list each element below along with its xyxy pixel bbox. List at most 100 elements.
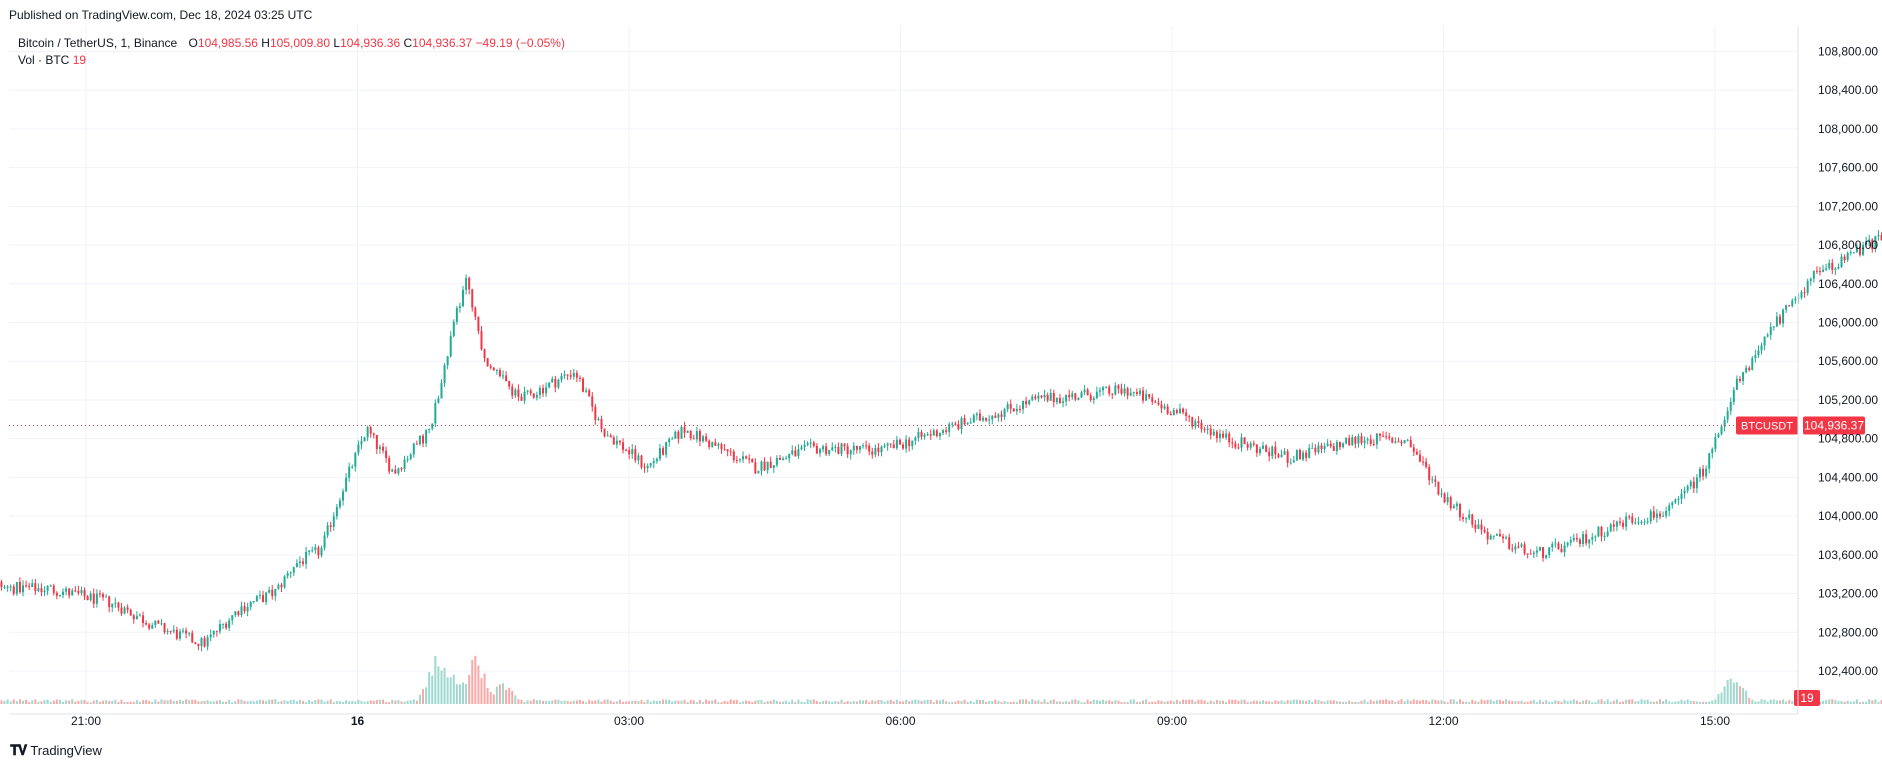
candle-body (83, 590, 86, 597)
volume-bar (1622, 701, 1625, 704)
candle-body (828, 450, 831, 454)
volume-bar (1714, 699, 1717, 704)
volume-bar (538, 700, 541, 704)
volume-bar (1009, 701, 1012, 704)
volume-bar (354, 701, 357, 704)
candlesticks (0, 230, 1882, 652)
candle-body (25, 585, 28, 587)
volume-bar (1508, 700, 1511, 704)
candle-body (1302, 452, 1305, 460)
volume-bar (1191, 699, 1194, 704)
low-label: L (333, 36, 341, 50)
volume-bar (1831, 699, 1834, 704)
volume-bar (1025, 699, 1028, 704)
symbol-title[interactable]: Bitcoin / TetherUS, 1, Binance (18, 36, 178, 50)
candle-body (1455, 503, 1458, 507)
volume-bar (495, 686, 498, 704)
candle-body (1846, 253, 1849, 260)
volume-bar (803, 701, 806, 704)
volume-bar (545, 700, 548, 704)
candle-body (1818, 271, 1821, 273)
candle-body (1492, 535, 1495, 537)
candle-body (1628, 516, 1631, 518)
candle-body (1871, 239, 1874, 250)
volume-bar (812, 699, 815, 704)
volume-bar (1557, 701, 1560, 704)
candle-body (465, 277, 468, 290)
volume-bar (517, 699, 520, 704)
candle-body (954, 423, 957, 425)
volume-bar (400, 701, 403, 704)
volume-bar (520, 699, 523, 704)
candle-body (163, 623, 166, 633)
candle-body (578, 377, 581, 379)
candle-body (1108, 386, 1111, 394)
candle-body (123, 607, 126, 614)
candle-body (1505, 537, 1508, 539)
candle-body (1868, 239, 1871, 242)
volume-bar (1434, 699, 1437, 704)
volume-label[interactable]: Vol · BTC (18, 53, 70, 67)
candle-body (1437, 481, 1440, 495)
volume-bar (1302, 700, 1305, 704)
candle-body (228, 620, 231, 628)
volume-bar (1631, 699, 1634, 704)
volume-bar (1462, 701, 1465, 704)
volume-bar (794, 702, 797, 704)
candle-body (1000, 414, 1003, 417)
volume-bar (686, 702, 689, 704)
volume-bar (148, 701, 151, 704)
candle-body (600, 419, 603, 429)
volume-bar (1234, 699, 1237, 704)
candle-body (311, 550, 314, 552)
candle-body (446, 356, 449, 366)
candle-body (354, 452, 357, 467)
volume-bar (477, 665, 480, 704)
volume-bar (111, 700, 114, 704)
candle-body (80, 590, 83, 594)
volume-bar (1160, 700, 1163, 704)
candle-body (422, 435, 425, 444)
published-caption: Published on TradingView.com, Dec 18, 20… (9, 8, 313, 22)
candle-body (1009, 404, 1012, 409)
candle-body (1634, 522, 1637, 524)
volume-bar (1335, 701, 1338, 704)
volume-bar (329, 699, 332, 704)
candle-body (1671, 502, 1674, 506)
candle-body (615, 440, 618, 445)
candle-body (858, 446, 861, 450)
candle-body (1351, 437, 1354, 446)
candle-body (1034, 396, 1037, 399)
candle-body (911, 440, 914, 447)
candle-body (631, 449, 634, 455)
candle-body (489, 366, 492, 368)
volume-bar (923, 700, 926, 704)
candle-body (1729, 402, 1732, 411)
volume-bar (1055, 701, 1058, 704)
candle-body (1517, 546, 1520, 548)
volume-bar (437, 666, 440, 704)
candle-body (1317, 445, 1320, 453)
volume-bar (157, 701, 160, 704)
candle-body (468, 277, 471, 290)
volume-bar (862, 700, 865, 704)
volume-bar (717, 702, 720, 704)
volume-bar (902, 701, 905, 704)
candle-body (1043, 394, 1046, 398)
candle-body (994, 415, 997, 418)
volume-bar (505, 689, 508, 704)
volume-bar (237, 699, 240, 704)
volume-bar (1865, 701, 1868, 704)
candle-body (874, 447, 877, 455)
candle-body (732, 451, 735, 461)
volume-bar (145, 699, 148, 704)
volume-bar (1126, 702, 1129, 704)
volume-bar (1132, 699, 1135, 704)
candle-body (262, 595, 265, 602)
volume-bar (1578, 702, 1581, 704)
volume-bar (1338, 701, 1341, 704)
volume-bar (268, 699, 271, 704)
volume-bar (471, 659, 474, 704)
candle-body (511, 386, 514, 396)
